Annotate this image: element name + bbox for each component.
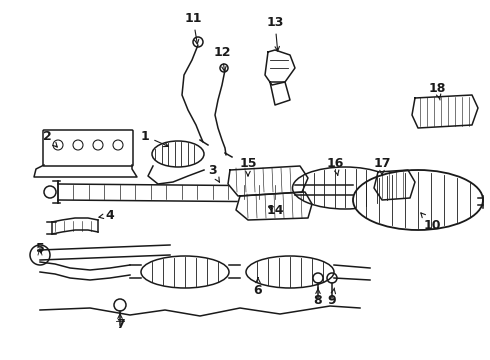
Polygon shape — [228, 166, 308, 196]
Ellipse shape — [152, 141, 204, 167]
Text: 6: 6 — [254, 278, 262, 297]
Text: 8: 8 — [314, 288, 322, 306]
Polygon shape — [412, 95, 478, 128]
Ellipse shape — [141, 256, 229, 288]
Polygon shape — [374, 170, 415, 200]
Text: 12: 12 — [213, 45, 231, 71]
Text: 13: 13 — [266, 15, 284, 51]
Text: 15: 15 — [239, 157, 257, 176]
Text: 10: 10 — [421, 213, 441, 231]
Text: 2: 2 — [43, 130, 57, 147]
Ellipse shape — [293, 167, 397, 209]
Text: 16: 16 — [326, 157, 343, 175]
Polygon shape — [265, 50, 295, 85]
Polygon shape — [58, 184, 295, 202]
Text: 18: 18 — [428, 81, 446, 100]
Text: 3: 3 — [208, 163, 220, 182]
Polygon shape — [270, 82, 290, 105]
Polygon shape — [236, 192, 312, 220]
Ellipse shape — [246, 256, 334, 288]
Text: 17: 17 — [373, 157, 391, 175]
Polygon shape — [34, 165, 137, 177]
Ellipse shape — [353, 170, 483, 230]
FancyBboxPatch shape — [43, 130, 133, 166]
Text: 4: 4 — [99, 208, 114, 221]
Text: 11: 11 — [184, 12, 202, 44]
Text: 1: 1 — [141, 130, 169, 147]
Text: 7: 7 — [116, 313, 124, 332]
Text: 9: 9 — [328, 288, 336, 306]
Text: 5: 5 — [36, 242, 45, 255]
Text: 14: 14 — [266, 203, 284, 216]
